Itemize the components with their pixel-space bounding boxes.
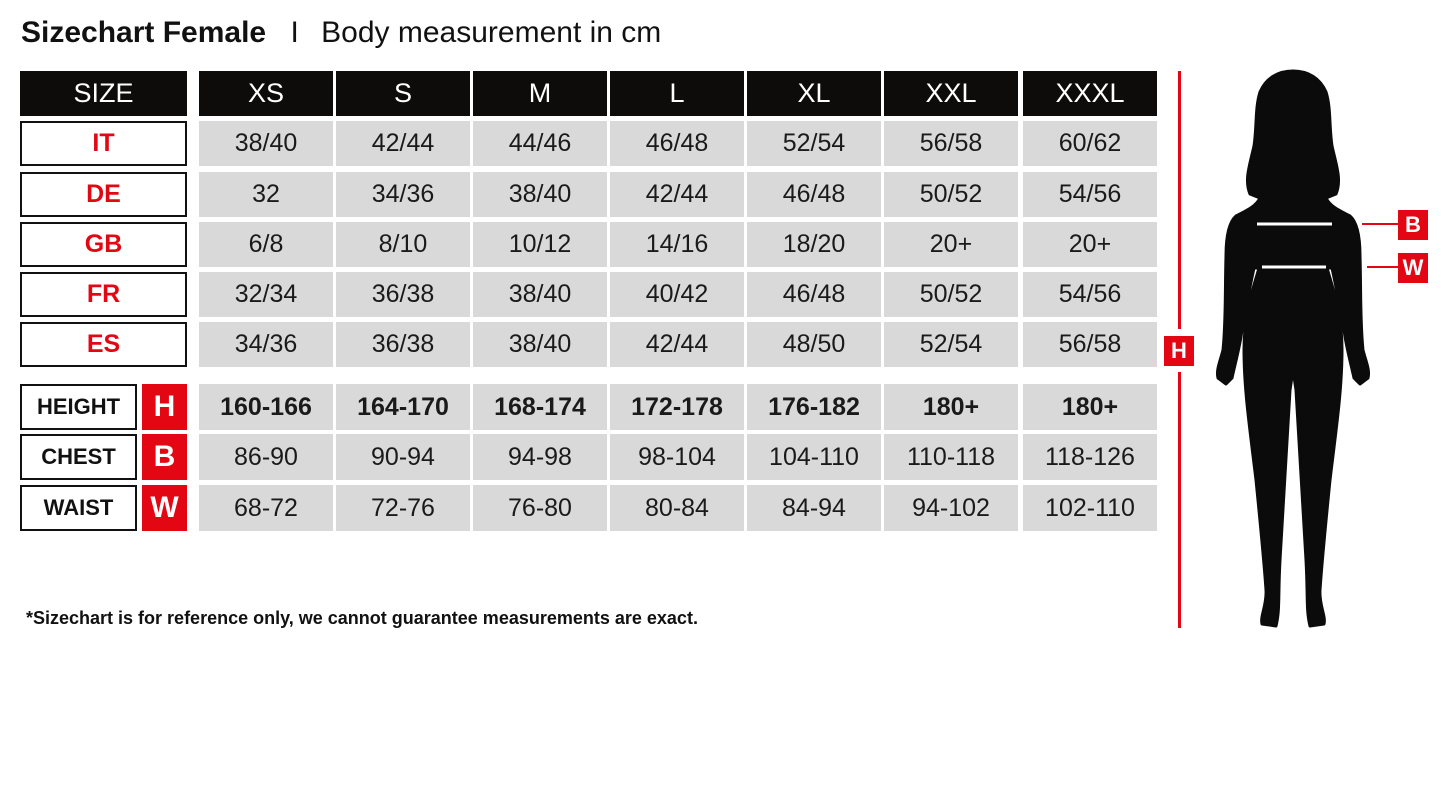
table-cell: 54/56: [1023, 272, 1157, 317]
table-cell: 46/48: [747, 272, 881, 317]
title-separator: I: [290, 16, 299, 49]
table-cell: 180+: [884, 384, 1018, 430]
table-cell: 52/54: [747, 121, 881, 166]
table-cell: 172-178: [610, 384, 744, 430]
table-cell: 10/12: [473, 222, 607, 267]
title-main: Sizechart Female: [21, 16, 267, 49]
size-header-xl: XL: [747, 71, 881, 116]
country-label-it: IT: [20, 121, 187, 166]
table-cell: 76-80: [473, 485, 607, 531]
disclaimer-note: *Sizechart is for reference only, we can…: [26, 608, 698, 628]
bust-pointer: [1362, 223, 1398, 225]
table-cell: 14/16: [610, 222, 744, 267]
measure-label-chest: CHEST: [20, 434, 137, 480]
country-label-gb: GB: [20, 222, 187, 267]
table-cell: 32/34: [199, 272, 333, 317]
table-cell: 32: [199, 172, 333, 217]
table-cell: 50/52: [884, 272, 1018, 317]
size-header-m: M: [473, 71, 607, 116]
measure-code-w: W: [142, 485, 187, 531]
table-cell: 80-84: [610, 485, 744, 531]
country-label-es: ES: [20, 322, 187, 367]
table-cell: 98-104: [610, 434, 744, 480]
table-cell: 60/62: [1023, 121, 1157, 166]
table-cell: 44/46: [473, 121, 607, 166]
title-subtitle: Body measurement in cm: [321, 16, 662, 49]
table-cell: 36/38: [336, 272, 470, 317]
waist-pointer: [1367, 266, 1398, 268]
table-cell: 56/58: [884, 121, 1018, 166]
table-cell: 160-166: [199, 384, 333, 430]
height-line-top: [1178, 71, 1181, 329]
table-cell: 110-118: [884, 434, 1018, 480]
size-header-xxl: XXL: [884, 71, 1018, 116]
table-cell: 94-102: [884, 485, 1018, 531]
size-header-xs: XS: [199, 71, 333, 116]
table-cell: 34/36: [336, 172, 470, 217]
table-cell: 90-94: [336, 434, 470, 480]
measure-label-height: HEIGHT: [20, 384, 137, 430]
table-cell: 38/40: [199, 121, 333, 166]
table-cell: 86-90: [199, 434, 333, 480]
table-cell: 164-170: [336, 384, 470, 430]
female-silhouette-icon: [1216, 69, 1370, 628]
table-cell: 180+: [1023, 384, 1157, 430]
table-cell: 84-94: [747, 485, 881, 531]
table-cell: 118-126: [1023, 434, 1157, 480]
table-cell: 68-72: [199, 485, 333, 531]
table-cell: 54/56: [1023, 172, 1157, 217]
table-cell: 46/48: [610, 121, 744, 166]
bust-tag: B: [1398, 210, 1428, 240]
table-cell: 20+: [1023, 222, 1157, 267]
table-cell: 42/44: [336, 121, 470, 166]
measure-code-h: H: [142, 384, 187, 430]
size-header-s: S: [336, 71, 470, 116]
country-label-de: DE: [20, 172, 187, 217]
country-label-fr: FR: [20, 272, 187, 317]
table-cell: 56/58: [1023, 322, 1157, 367]
table-cell: 104-110: [747, 434, 881, 480]
table-cell: 38/40: [473, 322, 607, 367]
table-cell: 20+: [884, 222, 1018, 267]
table-cell: 94-98: [473, 434, 607, 480]
table-cell: 48/50: [747, 322, 881, 367]
table-cell: 42/44: [610, 172, 744, 217]
table-cell: 176-182: [747, 384, 881, 430]
table-cell: 38/40: [473, 172, 607, 217]
table-cell: 42/44: [610, 322, 744, 367]
size-header-xxxl: XXXL: [1023, 71, 1157, 116]
table-cell: 8/10: [336, 222, 470, 267]
height-line-bottom: [1178, 372, 1181, 628]
table-cell: 72-76: [336, 485, 470, 531]
page-title: Sizechart Female I Body measurement in c…: [21, 16, 661, 50]
table-cell: 46/48: [747, 172, 881, 217]
table-cell: 40/42: [610, 272, 744, 317]
measure-label-waist: WAIST: [20, 485, 137, 531]
waist-tag: W: [1398, 253, 1428, 283]
table-cell: 102-110: [1023, 485, 1157, 531]
size-header-label: SIZE: [20, 71, 187, 116]
measure-code-b: B: [142, 434, 187, 480]
table-cell: 38/40: [473, 272, 607, 317]
table-cell: 18/20: [747, 222, 881, 267]
table-cell: 52/54: [884, 322, 1018, 367]
size-header-l: L: [610, 71, 744, 116]
table-cell: 36/38: [336, 322, 470, 367]
table-cell: 168-174: [473, 384, 607, 430]
height-tag: H: [1164, 336, 1194, 366]
table-cell: 6/8: [199, 222, 333, 267]
table-cell: 34/36: [199, 322, 333, 367]
table-cell: 50/52: [884, 172, 1018, 217]
